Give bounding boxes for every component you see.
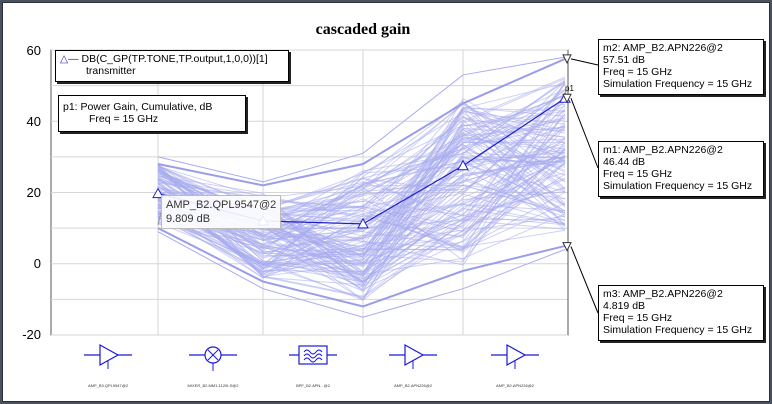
marker-sim-freq: Simulation Frequency = 15 GHz bbox=[603, 324, 753, 336]
mixer-icon bbox=[189, 346, 237, 371]
monte-carlo-trace bbox=[157, 104, 566, 286]
stage-label: MIXER_B2.MM1-1120LS@2 bbox=[188, 383, 240, 388]
marker-box-m2[interactable]: m2: AMP_B2.APN226@2 57.51 dB Freq = 15 G… bbox=[598, 39, 764, 95]
y-tick-label: 60 bbox=[26, 43, 41, 58]
marker-value: 57.51 dB bbox=[603, 54, 646, 66]
marker-name: m1: AMP_B2.APN226@2 bbox=[603, 144, 723, 156]
stage-label: BPF_B2.APN...@2 bbox=[296, 383, 331, 388]
p1-info-box[interactable]: p1: Power Gain, Cumulative, dB Freq = 15… bbox=[58, 95, 246, 132]
marker-sim-freq: Simulation Frequency = 15 GHz bbox=[603, 78, 753, 90]
marker-value: 4.819 dB bbox=[603, 300, 646, 312]
monte-carlo-trace bbox=[157, 172, 566, 218]
annotation-name: AMP_B2.QPL9547@2 bbox=[166, 199, 277, 211]
marker-value: 46.44 dB bbox=[603, 156, 646, 168]
annotation-value: 9.809 dB bbox=[166, 213, 211, 225]
corner-marker-label: p1 bbox=[565, 84, 574, 93]
monte-carlo-trace bbox=[157, 162, 566, 283]
monte-carlo-trace bbox=[157, 109, 566, 265]
data-point-marker bbox=[457, 159, 469, 171]
marker-box-m3[interactable]: m3: AMP_B2.APN226@2 4.819 dB Freq = 15 G… bbox=[598, 285, 764, 341]
monte-carlo-trace bbox=[157, 126, 566, 279]
amplifier-icon bbox=[389, 343, 437, 369]
filter-icon bbox=[289, 345, 337, 365]
marker-m1-symbol bbox=[562, 93, 572, 104]
p1-freq-line: Freq = 15 GHz bbox=[89, 113, 159, 125]
y-tick-label: 20 bbox=[26, 185, 41, 200]
data-point-marker bbox=[152, 187, 164, 199]
marker-freq: Freq = 15 GHz bbox=[603, 312, 673, 324]
envelope-lower bbox=[157, 231, 566, 318]
marker-leader-line bbox=[570, 58, 599, 66]
stage-label: AMP_B3.QPL9547@2 bbox=[88, 383, 129, 388]
y-tick-label: 40 bbox=[26, 114, 41, 129]
stage-label: AMP_B2.APN226@2 bbox=[394, 383, 433, 388]
envelope-upper bbox=[157, 56, 566, 183]
trace-annotation[interactable]: AMP_B2.QPL9547@2 9.809 dB bbox=[161, 195, 281, 229]
marker-leader-line bbox=[570, 246, 599, 314]
monte-carlo-trace bbox=[157, 167, 566, 269]
marker-freq: Freq = 15 GHz bbox=[603, 66, 673, 78]
legend-marker-icon: △— bbox=[60, 53, 79, 65]
marker-m3-symbol bbox=[562, 242, 572, 252]
marker-leader-line bbox=[570, 98, 599, 169]
marker-freq: Freq = 15 GHz bbox=[603, 168, 673, 180]
amplifier-icon bbox=[84, 343, 132, 369]
envelope-cluster bbox=[157, 57, 566, 187]
chart-title: cascaded gain bbox=[315, 21, 411, 38]
marker-name: m3: AMP_B2.APN226@2 bbox=[603, 288, 723, 300]
amplifier-icon bbox=[491, 343, 539, 369]
marker-sim-freq: Simulation Frequency = 15 GHz bbox=[603, 180, 753, 192]
monte-carlo-trace bbox=[157, 93, 566, 260]
marker-m2-symbol bbox=[562, 54, 572, 64]
monte-carlo-trace bbox=[157, 103, 566, 266]
p1-info-line: p1: Power Gain, Cumulative, dB bbox=[63, 101, 213, 113]
marker-name: m2: AMP_B2.APN226@2 bbox=[603, 42, 723, 54]
data-point-marker bbox=[357, 217, 369, 229]
legend-box[interactable]: △— DB(C_GP(TP.TONE,TP.output,1,0,0))[1] … bbox=[55, 50, 289, 82]
legend-entry: DB(C_GP(TP.TONE,TP.output,1,0,0))[1] bbox=[81, 53, 268, 65]
envelope-cluster bbox=[157, 227, 566, 308]
marker-box-m1[interactable]: m1: AMP_B2.APN226@2 46.44 dB Freq = 15 G… bbox=[598, 141, 764, 197]
y-tick-label: -20 bbox=[22, 327, 41, 342]
legend-sub: transmitter bbox=[86, 65, 136, 77]
monte-carlo-trace bbox=[157, 100, 566, 273]
stage-label: AMP_B2.APN226@2 bbox=[496, 383, 535, 388]
monte-carlo-trace bbox=[157, 108, 566, 277]
annotation-leader bbox=[157, 211, 162, 226]
monte-carlo-trace bbox=[157, 149, 566, 276]
monte-carlo-trace bbox=[157, 138, 566, 279]
y-tick-label: 0 bbox=[33, 256, 41, 271]
